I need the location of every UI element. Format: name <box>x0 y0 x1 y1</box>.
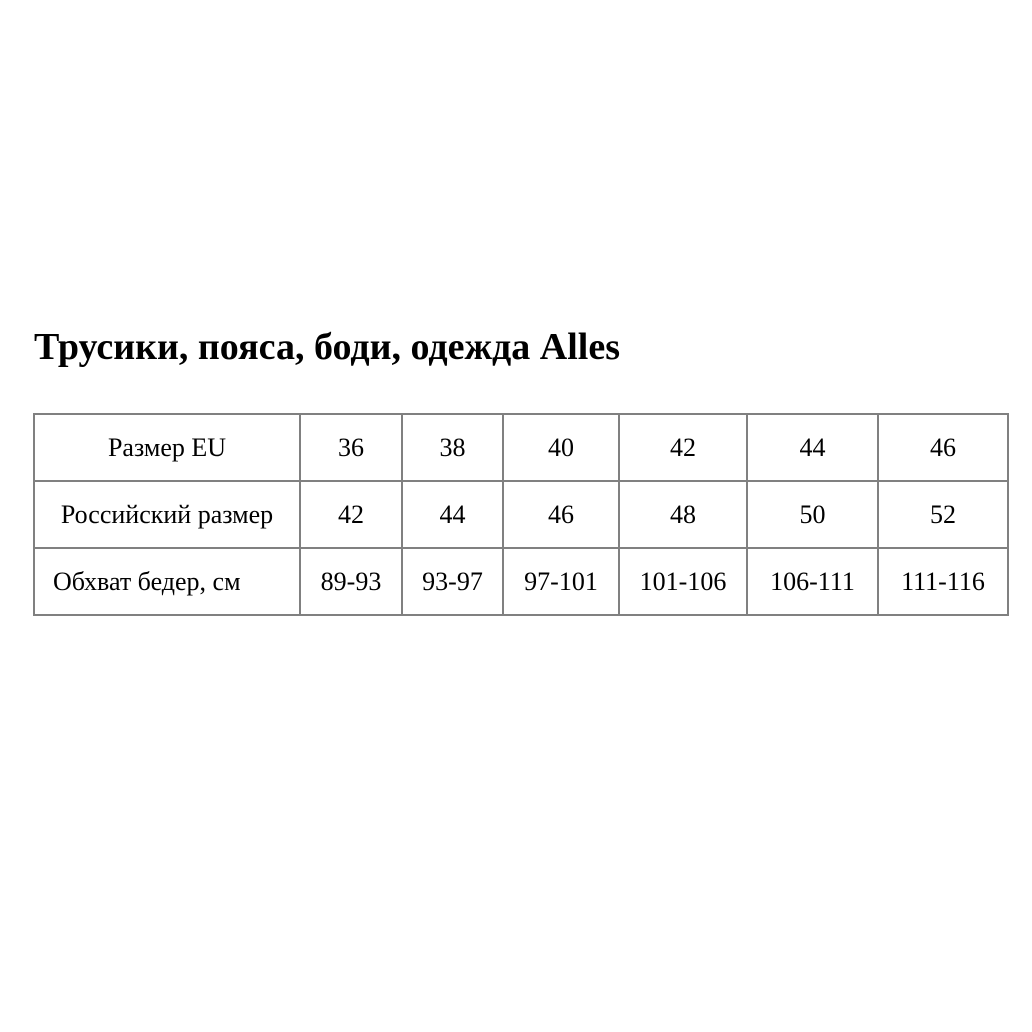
table-cell: 42 <box>618 413 748 482</box>
table-cell: 101-106 <box>618 547 748 616</box>
page-title: Трусики, пояса, боди, одежда Alles <box>34 326 620 368</box>
row-label-hip-girth: Обхват бедер, см <box>33 547 301 616</box>
table-cell: 89-93 <box>299 547 403 616</box>
table-cell: 97-101 <box>502 547 620 616</box>
table-cell: 52 <box>877 480 1009 549</box>
table-cell: 46 <box>502 480 620 549</box>
table-row-hip-girth: Обхват бедер, см 89-93 93-97 97-101 101-… <box>33 547 1009 616</box>
table-cell: 46 <box>877 413 1009 482</box>
table-cell: 44 <box>401 480 504 549</box>
table-cell: 93-97 <box>401 547 504 616</box>
row-label-eu-size: Размер EU <box>33 413 301 482</box>
row-label-ru-size: Российский размер <box>33 480 301 549</box>
table-cell: 48 <box>618 480 748 549</box>
table-cell: 38 <box>401 413 504 482</box>
table-cell: 40 <box>502 413 620 482</box>
size-table: Размер EU 36 38 40 42 44 46 Российский р… <box>33 413 1009 616</box>
table-cell: 50 <box>746 480 879 549</box>
table-cell: 111-116 <box>877 547 1009 616</box>
table-row-ru-size: Российский размер 42 44 46 48 50 52 <box>33 480 1009 549</box>
table-cell: 36 <box>299 413 403 482</box>
table-cell: 44 <box>746 413 879 482</box>
table-cell: 42 <box>299 480 403 549</box>
table-cell: 106-111 <box>746 547 879 616</box>
table-row-eu-size: Размер EU 36 38 40 42 44 46 <box>33 413 1009 482</box>
